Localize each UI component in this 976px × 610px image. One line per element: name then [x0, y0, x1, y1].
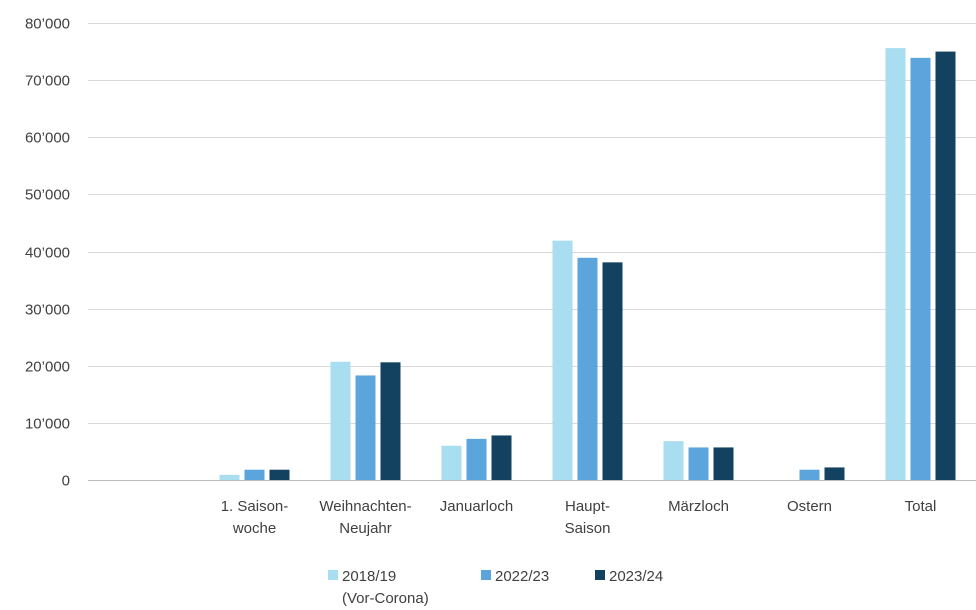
legend-label: 2018/19 [342, 568, 396, 585]
x-category-label: 1. Saison- [221, 498, 289, 515]
x-category-label: woche [232, 520, 276, 537]
bar [799, 469, 820, 480]
y-tick-label: 60’000 [25, 130, 70, 147]
bar [910, 57, 931, 480]
bar [380, 362, 401, 480]
legend-label: 2023/24 [609, 568, 663, 585]
x-category-label: Haupt- [565, 498, 610, 515]
y-axis-tick-labels: 0 10’000 20’000 30’000 40’000 50’000 60’000 70’… [25, 16, 70, 490]
legend-swatch [328, 570, 338, 580]
x-category-label: Neujahr [339, 520, 392, 537]
x-category-label: Total [905, 498, 937, 515]
legend-label: (Vor-Corona) [342, 590, 429, 607]
bar [824, 467, 845, 480]
bar [244, 469, 265, 480]
bar [355, 375, 376, 480]
y-tick-label: 30’000 [25, 302, 70, 319]
legend: 2018/19 (Vor-Corona) 2022/23 2023/24 [328, 568, 663, 607]
gridlines [88, 23, 976, 424]
bar [935, 51, 956, 480]
bar [663, 441, 684, 480]
bar [219, 474, 240, 480]
bar [330, 361, 351, 480]
legend-swatch [595, 570, 605, 580]
legend-label: 2022/23 [495, 568, 549, 585]
legend-swatch [481, 570, 491, 580]
y-tick-label: 50’000 [25, 187, 70, 204]
bar [602, 262, 623, 480]
bar [441, 445, 462, 480]
y-tick-label: 40’000 [25, 245, 70, 262]
y-tick-label: 80’000 [25, 16, 70, 33]
y-tick-label: 20’000 [25, 359, 70, 376]
y-tick-label: 0 [62, 473, 70, 490]
bar [688, 447, 709, 480]
bars [219, 48, 956, 480]
x-category-label: Weihnachten- [319, 498, 411, 515]
x-category-label: Ostern [787, 498, 832, 515]
bar [491, 435, 512, 480]
y-tick-label: 70’000 [25, 73, 70, 90]
bar [466, 438, 487, 480]
bar [885, 48, 906, 480]
x-category-label: Märzloch [668, 498, 729, 515]
x-category-label: Januarloch [440, 498, 513, 515]
bar [577, 257, 598, 480]
x-axis-category-labels: 1. Saison-woche Weihnachten- Neujahr Januar… [221, 498, 937, 537]
bar [269, 469, 290, 480]
bar [713, 447, 734, 480]
y-tick-label: 10’000 [25, 416, 70, 433]
x-category-label: Saison [565, 520, 611, 537]
bar [552, 240, 573, 480]
